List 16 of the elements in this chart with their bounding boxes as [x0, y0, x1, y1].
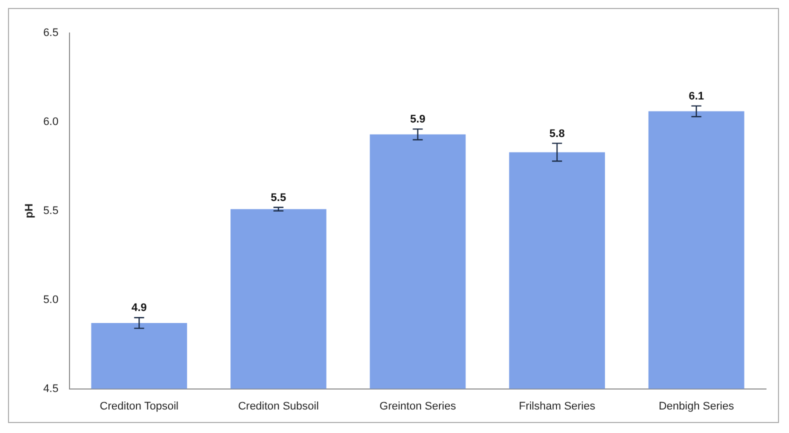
y-tick-label: 6.0: [43, 116, 58, 128]
data-label: 6.1: [688, 90, 704, 102]
data-label: 4.9: [131, 302, 147, 314]
y-tick-label: 5.5: [43, 204, 58, 217]
data-label: 5.5: [270, 192, 286, 204]
y-tick-label: 6.5: [43, 27, 58, 40]
data-label: 5.8: [549, 128, 565, 140]
y-tick-label: 5.0: [43, 294, 58, 306]
x-tick-label: Denbigh Series: [658, 400, 734, 412]
x-tick-label: Frilsham Series: [518, 400, 596, 412]
x-tick-label: Greinton Series: [380, 400, 456, 412]
y-axis-title: pH: [24, 204, 36, 218]
y-tick-label: 4.5: [43, 382, 58, 395]
data-label: 5.9: [410, 114, 426, 126]
x-tick-label: Crediton Topsoil: [100, 400, 178, 412]
x-tick-label: Crediton Subsoil: [238, 400, 319, 412]
